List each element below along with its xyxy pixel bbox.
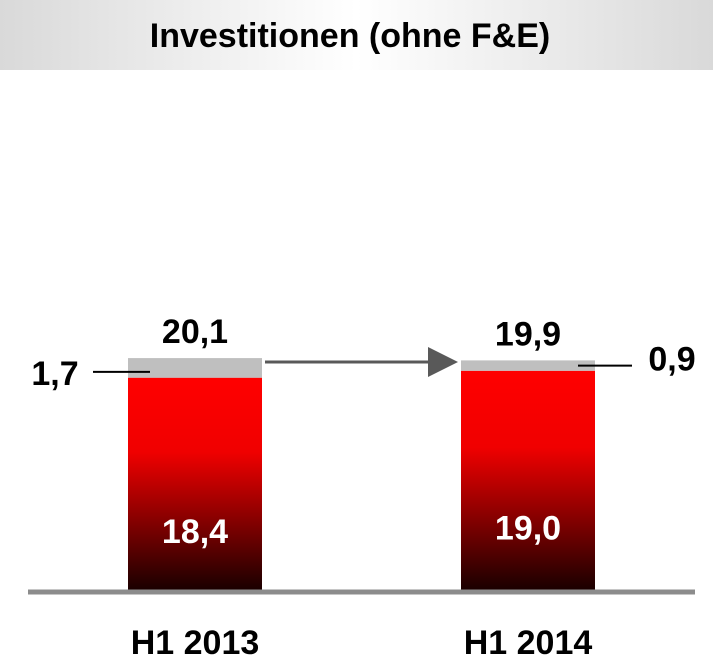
total-label: 20,1	[162, 313, 228, 351]
value-label: 18,4	[162, 513, 228, 551]
x-tick-label: H1 2013	[131, 624, 260, 662]
total-label: 19,9	[495, 315, 561, 353]
bar-segment	[128, 358, 262, 378]
chart-title: Investitionen (ohne F&E)	[150, 17, 550, 55]
bar-segment	[461, 360, 595, 371]
x-tick-label: H1 2014	[464, 624, 593, 662]
title-band	[0, 0, 713, 70]
value-label: 0,9	[648, 341, 695, 379]
bar-segment	[128, 377, 262, 590]
bar-segment	[461, 370, 595, 590]
value-label: 1,7	[31, 355, 78, 393]
value-label: 19,0	[495, 509, 561, 547]
